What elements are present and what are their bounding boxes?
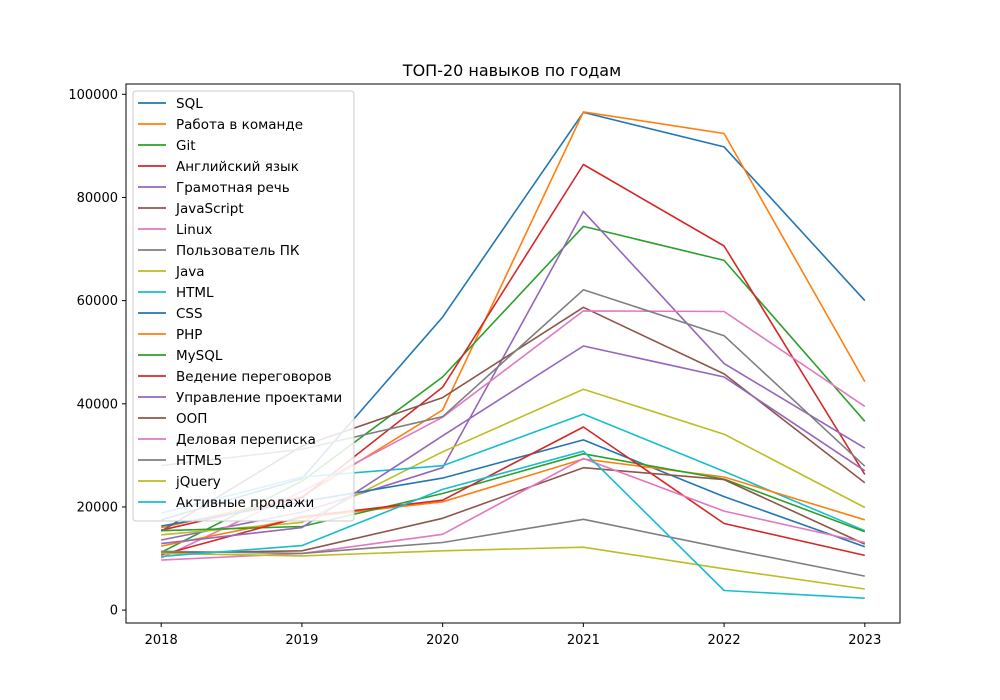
y-tick-label: 100000	[68, 88, 118, 103]
y-axis: 0 20000 40000 60000 80000 100000	[68, 88, 126, 619]
x-tick-label: 2022	[708, 633, 741, 648]
legend-label: CSS	[176, 306, 203, 322]
x-tick-label: 2018	[145, 633, 178, 648]
series-line-17	[161, 457, 865, 561]
series-line-16	[161, 466, 866, 554]
series-line-13	[161, 452, 866, 533]
series-line-20	[161, 450, 865, 599]
series-line-15	[161, 345, 866, 545]
legend-label: Деловая переписка	[176, 432, 316, 448]
legend-label: SQL	[176, 96, 203, 112]
legend-label: ООП	[176, 411, 207, 427]
chart-title: ТОП-20 навыков по годам	[402, 61, 621, 80]
y-tick-label: 0	[110, 604, 118, 619]
legend-label: Java	[175, 264, 205, 280]
x-axis: 2018 2019 2020 2021 2022 2023	[145, 623, 881, 648]
legend-label: Git	[176, 138, 196, 154]
y-tick-label: 40000	[77, 397, 118, 412]
y-tick-label: 20000	[77, 500, 118, 515]
legend-label: jQuery	[175, 474, 221, 490]
legend: SQL Работа в команде Git Английский язык Гра…	[132, 90, 355, 522]
series-line-9	[161, 388, 866, 536]
legend-label: Linux	[176, 222, 212, 238]
y-tick-label: 80000	[77, 191, 118, 206]
legend-label: Управление проектами	[176, 390, 342, 406]
legend-label: HTML	[176, 285, 214, 301]
legend-label: Активные продажи	[176, 495, 314, 511]
x-tick-label: 2023	[848, 633, 881, 648]
legend-label: HTML5	[176, 453, 222, 469]
plot-area-frame	[125, 83, 901, 624]
legend-label: Ведение переговоров	[176, 369, 332, 385]
series-line-14	[160, 426, 865, 557]
series-line-19	[161, 546, 865, 590]
legend-label: Английский язык	[176, 159, 299, 175]
legend-box	[132, 90, 355, 522]
x-tick-label: 2019	[285, 633, 318, 648]
legend-label: MySQL	[176, 348, 223, 364]
legend-label: Грамотная речь	[176, 180, 290, 196]
x-tick-label: 2020	[426, 633, 459, 648]
legend-label: Работа в команде	[176, 117, 303, 133]
series-line-18	[161, 518, 865, 577]
legend-label: PHP	[176, 327, 202, 343]
y-tick-label: 60000	[77, 294, 118, 309]
x-tick-label: 2021	[567, 633, 600, 648]
legend-label: JavaScript	[175, 201, 244, 217]
legend-label: Пользователь ПК	[176, 243, 300, 259]
